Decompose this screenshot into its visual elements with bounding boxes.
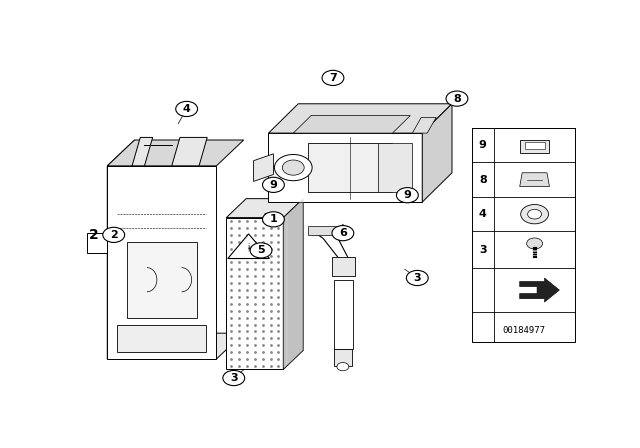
Polygon shape <box>269 133 422 202</box>
Circle shape <box>176 101 198 116</box>
Polygon shape <box>88 233 108 253</box>
Text: 6: 6 <box>338 226 348 240</box>
Bar <box>332 257 355 276</box>
Polygon shape <box>412 117 436 133</box>
Polygon shape <box>284 198 303 370</box>
Polygon shape <box>422 104 452 202</box>
Polygon shape <box>227 218 284 370</box>
FancyBboxPatch shape <box>520 140 550 154</box>
Text: 3: 3 <box>230 373 237 383</box>
Polygon shape <box>520 278 559 302</box>
Circle shape <box>446 91 468 106</box>
Polygon shape <box>172 138 207 166</box>
Text: 8: 8 <box>479 175 486 185</box>
Polygon shape <box>108 166 216 359</box>
Polygon shape <box>108 333 244 359</box>
Text: 9: 9 <box>269 180 277 190</box>
Circle shape <box>527 209 541 219</box>
Bar <box>308 226 338 235</box>
Text: 4: 4 <box>479 209 486 219</box>
Circle shape <box>406 271 428 285</box>
Text: ⚡: ⚡ <box>246 244 253 253</box>
Bar <box>308 143 392 192</box>
Circle shape <box>262 177 284 193</box>
Text: 2: 2 <box>89 228 99 242</box>
Circle shape <box>322 70 344 86</box>
Text: 6: 6 <box>339 228 347 238</box>
Bar <box>525 142 545 149</box>
Polygon shape <box>293 116 410 133</box>
Text: 7: 7 <box>328 71 338 85</box>
Text: 5: 5 <box>257 246 265 255</box>
Text: i: i <box>248 243 250 252</box>
Circle shape <box>527 238 543 249</box>
Polygon shape <box>108 140 244 166</box>
Text: 9: 9 <box>403 190 412 200</box>
Text: 2: 2 <box>110 230 118 240</box>
Circle shape <box>262 212 284 227</box>
Polygon shape <box>253 154 273 181</box>
Text: 3: 3 <box>479 245 486 255</box>
Text: 9: 9 <box>479 140 486 150</box>
Text: 8: 8 <box>453 94 461 103</box>
Circle shape <box>223 370 244 386</box>
Bar <box>472 128 575 342</box>
Circle shape <box>103 227 125 242</box>
Polygon shape <box>227 198 303 218</box>
Bar <box>127 242 196 318</box>
Circle shape <box>282 160 304 175</box>
Circle shape <box>275 155 312 181</box>
Text: 00184977: 00184977 <box>502 326 545 335</box>
Text: 4: 4 <box>182 104 191 114</box>
Circle shape <box>521 204 548 224</box>
Circle shape <box>337 362 349 371</box>
Polygon shape <box>132 138 153 166</box>
Circle shape <box>332 225 354 241</box>
Bar <box>334 349 352 366</box>
Bar <box>334 280 353 349</box>
Polygon shape <box>117 324 207 352</box>
Circle shape <box>250 243 272 258</box>
Text: 3: 3 <box>413 273 421 283</box>
Polygon shape <box>108 140 134 359</box>
Text: 7: 7 <box>329 73 337 83</box>
Polygon shape <box>269 104 452 133</box>
Bar <box>378 143 412 192</box>
Text: 1: 1 <box>262 212 273 226</box>
Text: 1: 1 <box>269 214 277 224</box>
Polygon shape <box>228 234 269 258</box>
Circle shape <box>396 188 419 203</box>
Polygon shape <box>520 173 550 186</box>
